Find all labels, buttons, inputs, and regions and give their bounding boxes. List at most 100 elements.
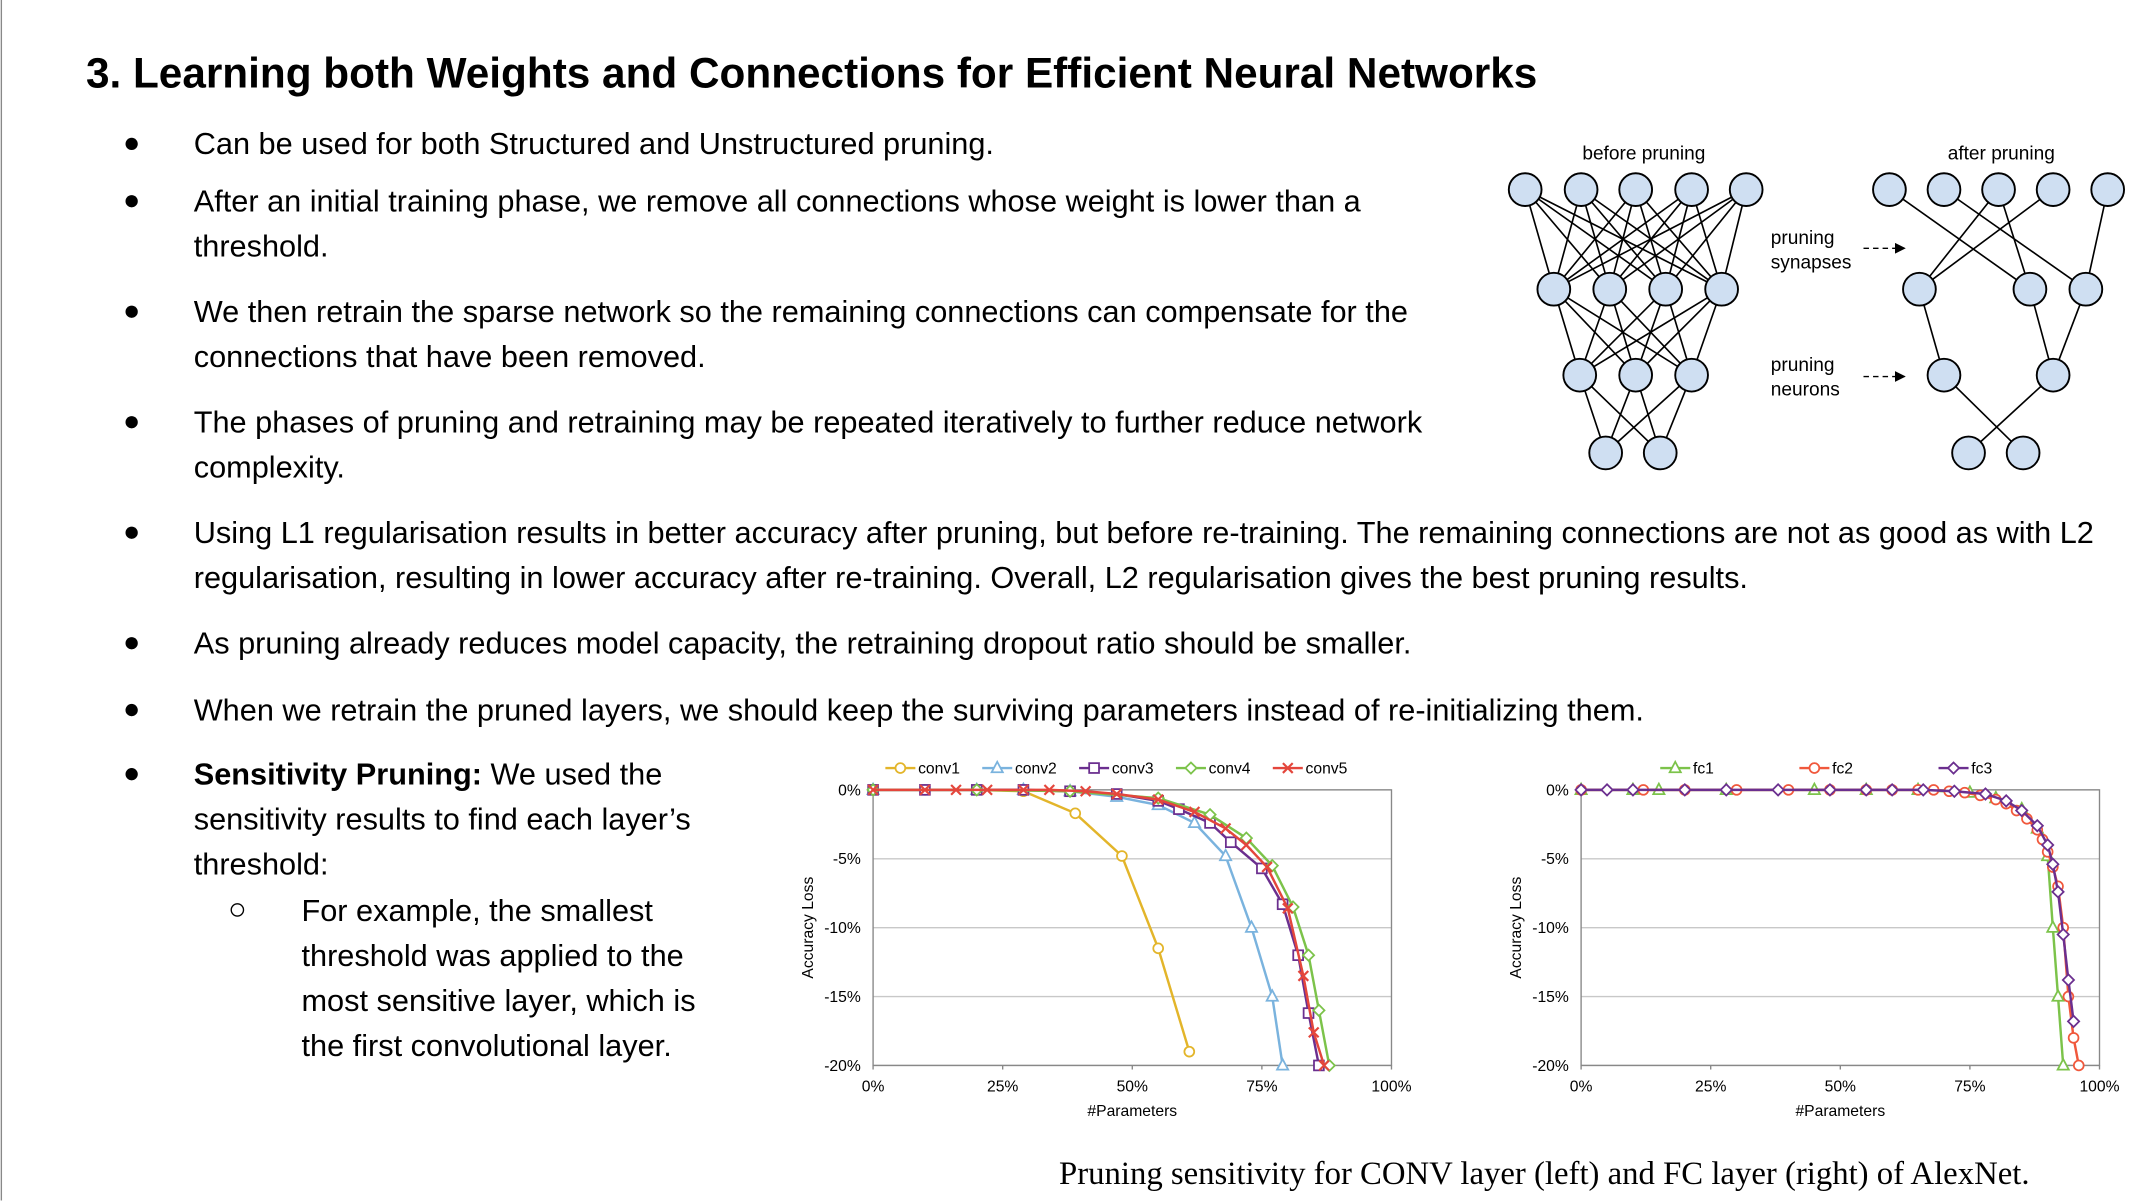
bullet-text: After an initial training phase, we remo…: [193, 184, 1361, 264]
data-point: [2056, 1057, 2071, 1071]
data-point: [1218, 847, 1233, 862]
data-point: [950, 784, 962, 796]
legend-marker: [1808, 762, 1821, 774]
series-line: [873, 788, 1191, 1053]
neuron: [2005, 435, 2041, 471]
y-tick-label: -20%: [824, 1058, 861, 1075]
bullet: [125, 637, 138, 650]
neuron: [2035, 357, 2071, 393]
legend-label: fc1: [1693, 761, 1714, 778]
data-point: [2046, 857, 2060, 872]
x-axis-title: #Parameters: [1795, 1103, 1885, 1120]
diagram-label: pruning neurons: [1770, 353, 1840, 400]
data-point: [1318, 1059, 1330, 1072]
data-point: [1600, 783, 1614, 797]
bullet: [125, 137, 138, 151]
data-point: [2061, 973, 2076, 987]
y-tick-label: -20%: [1532, 1058, 1569, 1075]
data-point: [1116, 850, 1128, 862]
neuron: [1618, 172, 1654, 207]
plot-frame: [872, 789, 1393, 1067]
legend-marker: [1184, 761, 1198, 775]
bullet: [125, 703, 138, 717]
legend-label: conv1: [918, 761, 960, 778]
connection: [1918, 189, 2000, 291]
data-point: [2072, 1059, 2085, 1072]
y-tick-label: 0%: [838, 782, 861, 799]
x-tick-label: 50%: [1117, 1078, 1148, 1095]
data-point: [1079, 785, 1092, 797]
connection: [1578, 288, 1667, 377]
connection: [1552, 189, 1637, 291]
bullet-text: Using L1 regularisation results in bette…: [193, 515, 2094, 595]
y-tick-label: -5%: [833, 851, 861, 868]
bullet: [125, 768, 138, 781]
neuron: [1902, 271, 1937, 307]
data-point: [1719, 783, 1734, 797]
neuron: [2012, 271, 2048, 307]
diagram-label: pruning synapses: [1770, 226, 1852, 273]
data-point: [1885, 783, 1899, 797]
data-point: [919, 784, 931, 796]
neuron: [1592, 271, 1628, 307]
data-point: [1224, 836, 1237, 849]
y-tick-label: -5%: [1541, 851, 1569, 868]
data-point: [1308, 1026, 1320, 1039]
sub-bullet: [230, 903, 245, 917]
neuron: [1728, 172, 1764, 207]
bullet: [125, 416, 138, 429]
neuron: [1674, 357, 1709, 393]
legend-label: conv4: [1209, 761, 1251, 778]
connection: [1552, 188, 1693, 291]
x-tick-label: 0%: [1570, 1078, 1593, 1095]
x-tick-label: 0%: [862, 1078, 885, 1095]
data-point: [2050, 988, 2066, 1002]
data-point: [1677, 783, 1692, 797]
connection: [1604, 374, 1693, 455]
y-tick-label: -10%: [824, 920, 861, 937]
legend-marker: [1668, 759, 1683, 774]
data-point: [2066, 1014, 2081, 1029]
bullet: [125, 305, 138, 318]
pruning-diagram: before pruning after pruning: [1507, 144, 2126, 471]
neuron: [1648, 271, 1684, 307]
data-point: [2051, 884, 2065, 899]
y-tick-label: -15%: [824, 989, 861, 1006]
neuron: [2090, 172, 2126, 207]
legend-label: conv5: [1306, 761, 1348, 778]
x-axis-title: #Parameters: [1087, 1103, 1177, 1120]
data-point: [1261, 861, 1273, 873]
x-tick-label: 25%: [987, 1078, 1018, 1095]
sub-bullet-text: For example, the smallest threshold was …: [301, 893, 696, 1063]
data-point: [1574, 783, 1588, 797]
x-tick-label: 75%: [1954, 1078, 1985, 1095]
y-tick-label: -10%: [1532, 920, 1569, 937]
data-point: [1312, 1003, 1326, 1018]
y-tick-label: -15%: [1532, 989, 1569, 1006]
neuron: [1618, 357, 1654, 393]
neuron: [2035, 172, 2071, 207]
bullet-text: As pruning already reduces model capacit…: [193, 626, 1412, 661]
legend-marker: [1946, 761, 1961, 775]
connection: [1967, 374, 2054, 455]
data-point: [2030, 818, 2045, 833]
connection: [1634, 288, 1723, 377]
bullet-text: Can be used for both Structured and Unst…: [193, 126, 994, 161]
y-axis-title: Accuracy Loss: [1508, 877, 1525, 979]
bullet-text-rest: We used the sensitivity results to find …: [193, 757, 691, 882]
data-point: [1626, 783, 1640, 797]
bullet-text: We then retrain the sparse network so th…: [193, 294, 1408, 374]
bullet-text: When we retrain the pruned layers, we sh…: [193, 693, 1644, 728]
data-point: [1188, 806, 1201, 818]
data-point: [1282, 902, 1294, 915]
data-point: [1017, 784, 1030, 796]
data-point: [1111, 788, 1123, 800]
data-point: [1244, 919, 1259, 933]
series-line: [1581, 788, 2075, 1022]
data-point: [1916, 783, 1931, 797]
diagram-label: after pruning: [1948, 144, 2055, 165]
bullet: [125, 526, 138, 539]
legend-label: conv2: [1015, 761, 1057, 778]
x-tick-label: 75%: [1246, 1078, 1277, 1095]
